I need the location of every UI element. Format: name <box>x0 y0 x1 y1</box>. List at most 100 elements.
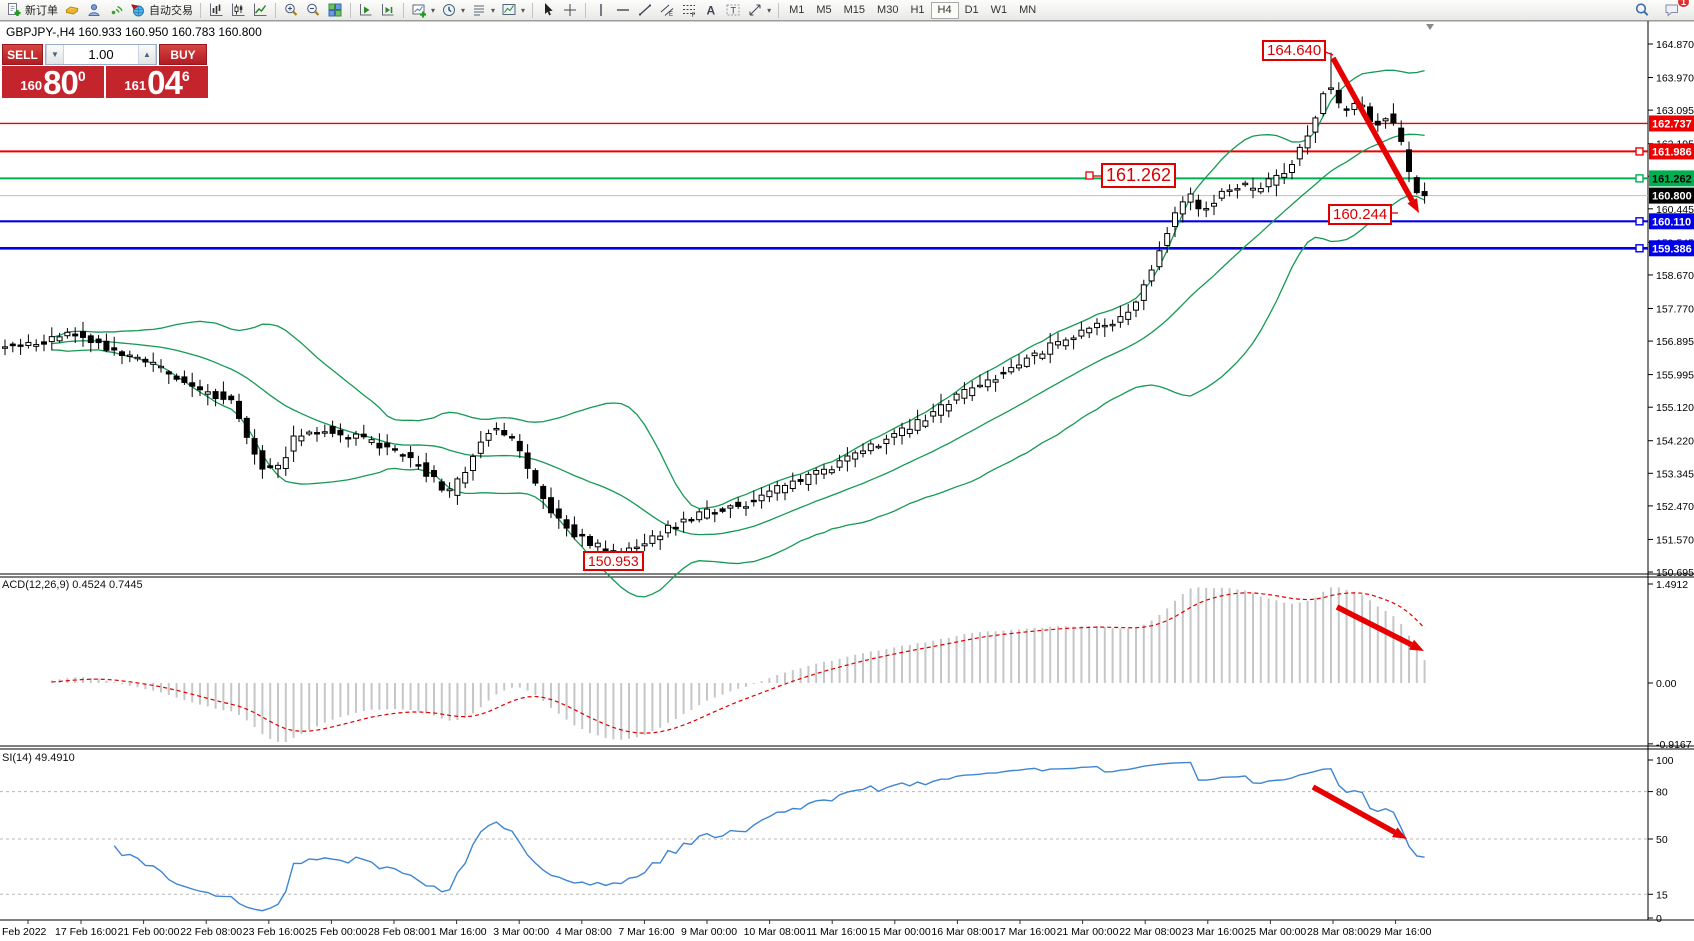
timeframe-mn-button[interactable]: MN <box>1019 3 1037 16</box>
chart-title-ohlc: GBPJPY-,H4 160.933 160.950 160.783 160.8… <box>6 25 262 39</box>
svg-text:157.770: 157.770 <box>1656 303 1694 315</box>
bollinger-bands <box>51 69 1425 598</box>
bollinger-middle <box>51 133 1425 536</box>
timeframe-m5-button[interactable]: M5 <box>816 3 832 16</box>
text-label-icon: T <box>726 4 740 16</box>
indicators-list-button[interactable]: ▾ <box>468 1 498 20</box>
tile-windows-button[interactable] <box>324 1 346 20</box>
buy-price-display[interactable]: 161 04 6 <box>106 66 208 99</box>
sell-price-display[interactable]: 160 80 0 <box>2 66 104 99</box>
search-button[interactable] <box>1631 1 1653 20</box>
fibonacci-button[interactable]: F <box>678 1 700 20</box>
profile-button[interactable] <box>83 1 105 20</box>
notifications-button[interactable]: 1 <box>1661 0 1690 20</box>
timeframe-m1-button[interactable]: M1 <box>789 3 805 16</box>
timeframe-m15-button[interactable]: M15 <box>843 3 866 16</box>
svg-text:11 Mar 16:00: 11 Mar 16:00 <box>806 926 867 938</box>
svg-text:150.695: 150.695 <box>1656 567 1694 579</box>
auto-trading-icon <box>131 4 144 17</box>
svg-text:Feb 2022: Feb 2022 <box>2 926 47 938</box>
svg-text:1.4912: 1.4912 <box>1656 579 1688 591</box>
vertical-line-button[interactable] <box>590 1 612 20</box>
step-forward-button[interactable] <box>377 1 399 20</box>
new-order-button[interactable]: 新订单 <box>3 1 61 20</box>
timeframe-w1-button[interactable]: W1 <box>990 3 1008 16</box>
strategy-tester-button[interactable] <box>355 1 377 20</box>
svg-text:25 Mar 00:00: 25 Mar 00:00 <box>1244 926 1306 938</box>
svg-text:10 Mar 08:00: 10 Mar 08:00 <box>744 926 806 938</box>
candlestick-chart-button[interactable] <box>227 1 249 20</box>
timeframe-h1-button[interactable]: H1 <box>910 3 925 16</box>
svg-text:25 Feb 00:00: 25 Feb 00:00 <box>305 926 367 938</box>
bollinger-lower <box>51 194 1425 598</box>
new-order-icon <box>8 3 21 16</box>
price-annotation[interactable]: 164.640 <box>1262 40 1327 62</box>
svg-text:22 Feb 08:00: 22 Feb 08:00 <box>180 926 242 938</box>
text-label-button[interactable]: T <box>722 1 744 20</box>
svg-text:154.220: 154.220 <box>1656 436 1694 448</box>
time-axis[interactable]: Feb 2022 17 Feb 16:00 21 Feb 00:00 22 Feb 0… <box>2 920 1432 938</box>
crosshair-button[interactable] <box>559 1 581 20</box>
indicators-list-icon <box>474 5 485 16</box>
svg-text:21 Feb 00:00: 21 Feb 00:00 <box>118 926 180 938</box>
buy-price-handle: 161 <box>124 78 147 93</box>
buy-button[interactable]: BUY <box>159 44 207 65</box>
zoom-out-icon <box>307 3 320 16</box>
volume-input[interactable] <box>64 45 138 64</box>
chevron-down-icon: ▾ <box>767 5 772 15</box>
zoom-out-button[interactable] <box>302 1 324 20</box>
sell-button[interactable]: SELL <box>2 44 43 65</box>
svg-text:23 Mar 16:00: 23 Mar 16:00 <box>1182 926 1244 938</box>
trendline-button[interactable] <box>634 1 656 20</box>
zoom-in-button[interactable] <box>280 1 302 20</box>
cursor-button[interactable] <box>537 1 559 20</box>
profiles-clock-button[interactable]: ▾ <box>438 1 468 20</box>
top-toolbar: 新订单 自动交易 ▾ ▾ ▾ ▾ E F A T ▾ M1 M5 M15 M30 H1 H4 D1 W1 MN 1 <box>0 0 1694 21</box>
volume-increase-button[interactable]: ▲ <box>138 45 156 64</box>
cursor-icon <box>545 3 553 16</box>
new-chart-button[interactable]: ▾ <box>408 1 438 20</box>
auto-trading-button[interactable]: 自动交易 <box>127 1 196 20</box>
arrows-button[interactable]: ▾ <box>744 1 774 20</box>
bollinger-upper <box>51 69 1425 510</box>
equidistant-channel-icon: E <box>660 4 674 18</box>
step-forward-icon <box>382 4 394 16</box>
template-button[interactable]: ▾ <box>498 1 528 20</box>
equidistant-channel-button[interactable]: E <box>656 1 678 20</box>
signals-button[interactable] <box>105 1 127 20</box>
horizontal-line-icon <box>617 9 630 11</box>
svg-text:163.970: 163.970 <box>1656 73 1694 85</box>
svg-text:163.095: 163.095 <box>1656 105 1694 117</box>
search-icon <box>1635 3 1649 16</box>
fibonacci-icon: F <box>683 5 696 18</box>
macd-indicator-label: ACD(12,26,9) 0.4524 0.7445 <box>2 579 143 591</box>
svg-text:F: F <box>692 13 696 18</box>
deposit-button[interactable] <box>61 1 83 20</box>
chevron-down-icon: ▾ <box>521 5 526 15</box>
volume-decrease-button[interactable]: ▼ <box>46 45 64 64</box>
template-icon <box>502 4 516 15</box>
toolbar-separator <box>778 2 780 18</box>
chevron-down-icon: ▾ <box>491 5 496 15</box>
price-annotation[interactable]: 161.262 <box>1101 163 1177 188</box>
rsi-panel: 100 80 50 15 0 <box>0 755 1674 925</box>
svg-text:28 Feb 08:00: 28 Feb 08:00 <box>368 926 430 938</box>
text-button[interactable]: A <box>700 1 722 20</box>
svg-text:153.345: 153.345 <box>1656 468 1694 480</box>
timeframe-d1-button[interactable]: D1 <box>964 3 979 16</box>
line-chart-button[interactable] <box>249 1 271 20</box>
rsi-line <box>113 761 1425 912</box>
price-annotation[interactable]: 150.953 <box>583 551 644 572</box>
text-icon: A <box>707 4 716 18</box>
bar-chart-button[interactable] <box>205 1 227 20</box>
price-annotation[interactable]: 160.244 <box>1328 204 1393 226</box>
profile-icon <box>88 4 100 16</box>
timeframe-h4-button[interactable]: H4 <box>930 1 959 19</box>
horizontal-line-button[interactable] <box>612 1 634 20</box>
svg-text:0.00: 0.00 <box>1656 678 1677 690</box>
new-chart-icon <box>412 4 426 18</box>
timeframe-m30-button[interactable]: M30 <box>877 3 899 16</box>
